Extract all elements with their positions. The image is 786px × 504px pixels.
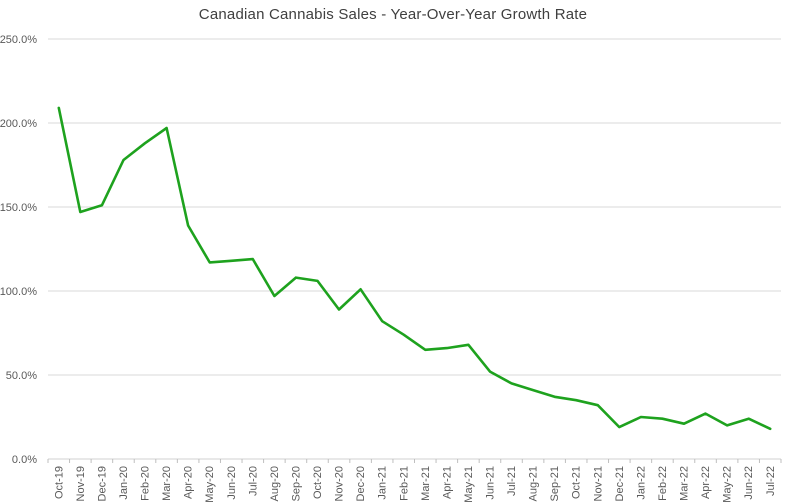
x-axis-tick-label: Dec-20 [355,466,367,501]
x-axis-tick-label: Aug-20 [269,466,281,501]
x-axis-tick-label: May-21 [463,466,475,503]
x-axis-tick-label: Jun-22 [743,466,755,500]
x-axis-tick-label: Jun-20 [226,466,238,500]
x-axis-tick-label: Nov-21 [592,466,604,501]
x-axis-tick-label: Feb-22 [657,466,669,501]
x-axis-tick-label: Apr-21 [441,466,453,499]
x-axis-tick-label: Dec-19 [96,466,108,501]
y-axis-tick-label: 200.0% [0,118,37,130]
x-axis-tick-label: Nov-20 [334,466,346,501]
x-axis-tick-label: Jul-21 [506,466,518,496]
x-axis-tick-label: Aug-21 [528,466,540,501]
y-axis-tick-label: 150.0% [0,202,37,214]
x-axis-tick-label: Mar-22 [679,466,691,501]
x-axis-tick-label: Dec-21 [614,466,626,501]
x-axis-tick-label: Sep-20 [290,466,302,501]
chart-title: Canadian Cannabis Sales - Year-Over-Year… [198,6,588,23]
x-axis-tick-label: Feb-21 [398,466,410,501]
x-axis-tick-label: Nov-19 [75,466,87,501]
x-axis-tick-label: Feb-20 [140,466,152,501]
x-axis-tick-label: Jul-20 [247,466,259,496]
x-axis-tick-label: Apr-20 [183,466,195,499]
x-axis-tick-label: Oct-21 [571,466,583,499]
data-series-line [57,106,772,431]
x-axis-tick-label: Jan-22 [635,466,647,500]
y-axis-tick-label: 100.0% [0,286,37,298]
x-axis-tick-label: Oct-19 [53,466,65,499]
x-axis-tick-label: Jun-21 [484,466,496,500]
x-axis-tick-label: Mar-20 [161,466,173,501]
x-axis-tick-label: Jan-21 [377,466,389,500]
x-axis-tick-label: Jan-20 [118,466,130,500]
x-axis-tick-label: May-20 [204,466,216,503]
x-axis-tick-label: Sep-21 [549,466,561,501]
x-axis-tick-label: Oct-20 [312,466,324,499]
y-axis-tick-label: 50.0% [6,370,37,382]
x-axis-tick-label: Apr-22 [700,466,712,499]
x-axis-tick-label: May-22 [722,466,734,503]
x-axis-tick-label: Jul-22 [765,466,777,496]
x-axis-tick-label: Mar-21 [420,466,432,501]
y-axis-tick-label: 250.0% [0,34,37,46]
y-axis-tick-label: 0.0% [12,454,37,466]
